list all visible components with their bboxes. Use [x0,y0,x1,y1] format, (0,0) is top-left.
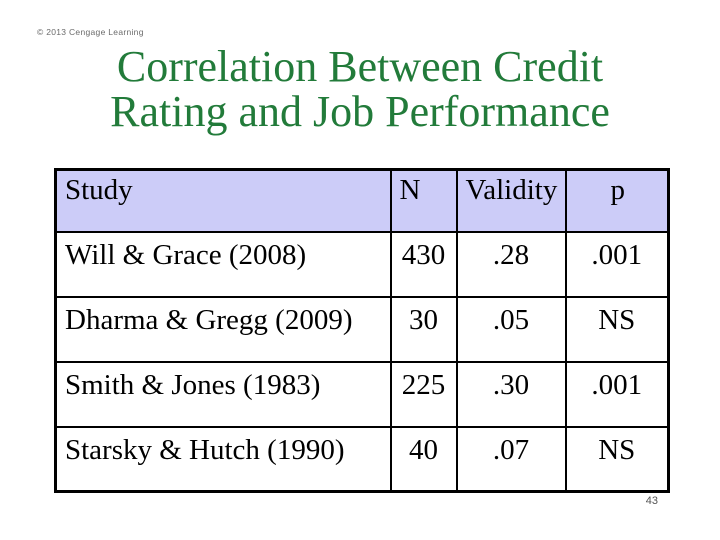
table-row: Smith & Jones (1983) 225.30.001 [54,360,670,428]
cell-p: .001 [564,360,670,428]
header-cell-study: Study [54,168,392,233]
table-row: Will & Grace (2008) 430.28.001 [54,230,670,298]
table-row: Dharma & Gregg (2009) 30.05 NS [54,295,670,363]
cell-study: Smith & Jones (1983) [54,360,392,428]
cell-p: NS [564,295,670,363]
cell-study: Starsky & Hutch (1990) [54,425,392,493]
page-number: 43 [645,495,658,507]
cell-p: .001 [564,230,670,298]
header-cell-validity: Validity [455,168,567,233]
header-cell-n: N [389,168,458,233]
cell-validity: .28 [455,230,567,298]
cell-study: Will & Grace (2008) [54,230,392,298]
table-row: Starsky & Hutch (1990) 40.07 NS [54,425,670,493]
header-cell-p: p [564,168,670,233]
cell-p: NS [564,425,670,493]
title-line-2: Rating and Job Performance [110,87,610,136]
cell-n: 40 [389,425,458,493]
cell-n: 430 [389,230,458,298]
slide-title: Correlation Between Credit Rating and Jo… [0,44,720,134]
results-table: Study N Validity p Will & Grace (2008) 430.2… [54,168,670,493]
cell-validity: .30 [455,360,567,428]
title-line-1: Correlation Between Credit [116,42,604,91]
table-header-row: Study N Validity p [54,168,670,233]
copyright-text: © 2013 Cengage Learning [37,27,144,37]
cell-validity: .05 [455,295,567,363]
cell-study: Dharma & Gregg (2009) [54,295,392,363]
cell-n: 30 [389,295,458,363]
cell-validity: .07 [455,425,567,493]
cell-n: 225 [389,360,458,428]
